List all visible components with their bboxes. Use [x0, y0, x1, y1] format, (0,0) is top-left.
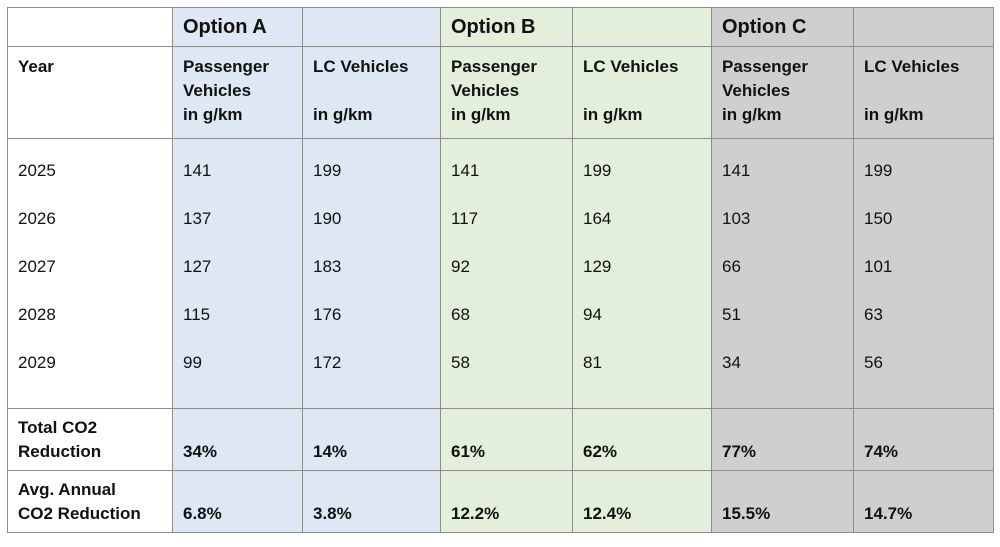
value-cell: 199	[303, 139, 441, 187]
avg-annual-reduction-value: 15.5%	[712, 471, 854, 533]
avg-annual-reduction-label: Avg. Annual CO2 Reduction	[7, 471, 173, 533]
total-reduction-label: Total CO2 Reduction	[7, 409, 173, 471]
option-b-lc-header: LC Vehicles in g/km	[573, 47, 712, 139]
year-cell: 2028	[7, 283, 173, 331]
passenger-header-line: Vehicles	[183, 81, 252, 100]
spacer-cell	[573, 379, 712, 409]
value-cell: 81	[573, 331, 712, 379]
lc-header-line: LC Vehicles	[864, 57, 960, 76]
value-cell: 150	[854, 187, 994, 235]
lc-header-spacer	[583, 79, 711, 103]
total-reduction-value: 14%	[303, 409, 441, 471]
lc-header-spacer	[864, 79, 993, 103]
lc-header-line: LC Vehicles	[313, 57, 409, 76]
year-cell: 2025	[7, 139, 173, 187]
avg-annual-reduction-value: 3.8%	[303, 471, 441, 533]
spacer-cell	[854, 379, 994, 409]
value-cell: 199	[854, 139, 994, 187]
avg-annual-reduction-value: 12.4%	[573, 471, 712, 533]
option-a-title-spacer	[303, 7, 441, 47]
total-reduction-label-line: Total CO2	[18, 418, 98, 437]
year-header-label: Year	[18, 57, 54, 76]
passenger-header-line: Passenger	[183, 57, 269, 76]
avg-annual-reduction-value: 14.7%	[854, 471, 994, 533]
passenger-header-line: in g/km	[451, 105, 511, 124]
value-cell: 92	[441, 235, 573, 283]
year-column-header: Year	[7, 47, 173, 139]
value-cell: 129	[573, 235, 712, 283]
value-cell: 141	[441, 139, 573, 187]
passenger-header-line: Vehicles	[451, 81, 520, 100]
value-cell: 190	[303, 187, 441, 235]
spacer-cell	[7, 379, 173, 409]
passenger-header-line: Vehicles	[722, 81, 791, 100]
total-reduction-label-line: Reduction	[18, 442, 102, 461]
lc-header-line: in g/km	[313, 105, 373, 124]
co2-targets-table: Option A Option B Option C Year Passenge…	[7, 7, 994, 533]
value-cell: 137	[173, 187, 303, 235]
option-a-passenger-header: Passenger Vehicles in g/km	[173, 47, 303, 139]
avg-annual-reduction-value: 12.2%	[441, 471, 573, 533]
header-corner-cell	[7, 7, 173, 47]
option-b-passenger-header: Passenger Vehicles in g/km	[441, 47, 573, 139]
value-cell: 101	[854, 235, 994, 283]
total-reduction-value: 77%	[712, 409, 854, 471]
total-reduction-value: 34%	[173, 409, 303, 471]
value-cell: 164	[573, 187, 712, 235]
spacer-cell	[712, 379, 854, 409]
year-cell: 2026	[7, 187, 173, 235]
option-a-lc-header: LC Vehicles in g/km	[303, 47, 441, 139]
option-c-passenger-header: Passenger Vehicles in g/km	[712, 47, 854, 139]
value-cell: 172	[303, 331, 441, 379]
option-a-title: Option A	[173, 7, 303, 47]
year-cell: 2029	[7, 331, 173, 379]
avg-annual-reduction-label-line: Avg. Annual	[18, 480, 116, 499]
value-cell: 117	[441, 187, 573, 235]
value-cell: 127	[173, 235, 303, 283]
value-cell: 68	[441, 283, 573, 331]
option-c-lc-header: LC Vehicles in g/km	[854, 47, 994, 139]
spacer-cell	[173, 379, 303, 409]
passenger-header-line: Passenger	[722, 57, 808, 76]
value-cell: 63	[854, 283, 994, 331]
lc-header-line: in g/km	[864, 105, 924, 124]
option-b-title: Option B	[441, 7, 573, 47]
value-cell: 58	[441, 331, 573, 379]
total-reduction-value: 61%	[441, 409, 573, 471]
value-cell: 99	[173, 331, 303, 379]
year-cell: 2027	[7, 235, 173, 283]
value-cell: 183	[303, 235, 441, 283]
total-reduction-value: 74%	[854, 409, 994, 471]
passenger-header-line: in g/km	[722, 105, 782, 124]
value-cell: 103	[712, 187, 854, 235]
value-cell: 141	[712, 139, 854, 187]
lc-header-line: LC Vehicles	[583, 57, 679, 76]
value-cell: 34	[712, 331, 854, 379]
option-b-title-spacer	[573, 7, 712, 47]
spacer-cell	[441, 379, 573, 409]
lc-header-line: in g/km	[583, 105, 643, 124]
value-cell: 51	[712, 283, 854, 331]
avg-annual-reduction-value: 6.8%	[173, 471, 303, 533]
value-cell: 94	[573, 283, 712, 331]
value-cell: 66	[712, 235, 854, 283]
total-reduction-value: 62%	[573, 409, 712, 471]
option-c-title: Option C	[712, 7, 854, 47]
value-cell: 115	[173, 283, 303, 331]
value-cell: 176	[303, 283, 441, 331]
option-c-title-spacer	[854, 7, 994, 47]
value-cell: 56	[854, 331, 994, 379]
passenger-header-line: in g/km	[183, 105, 243, 124]
lc-header-spacer	[313, 79, 440, 103]
value-cell: 199	[573, 139, 712, 187]
avg-annual-reduction-label-line: CO2 Reduction	[18, 504, 141, 523]
passenger-header-line: Passenger	[451, 57, 537, 76]
value-cell: 141	[173, 139, 303, 187]
spacer-cell	[303, 379, 441, 409]
